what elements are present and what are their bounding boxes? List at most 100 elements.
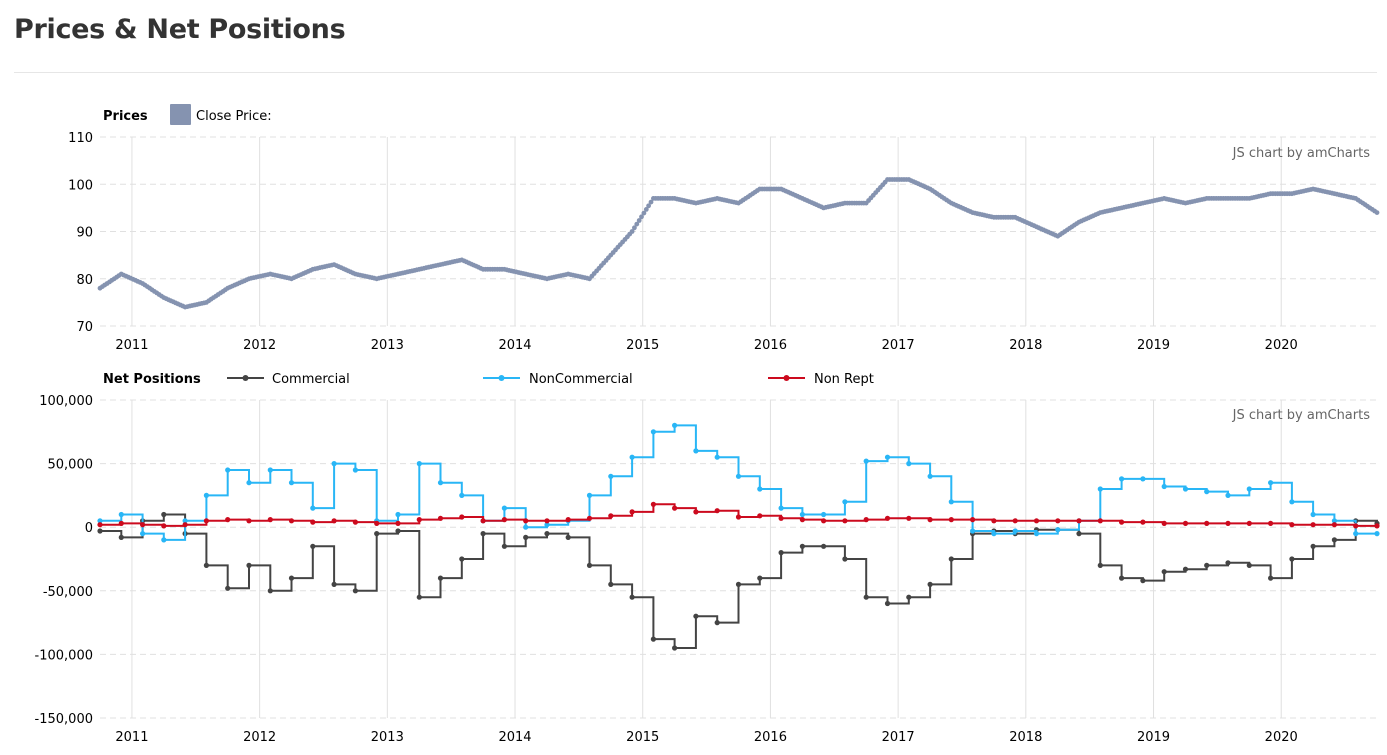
non-rept-point[interactable]	[778, 515, 784, 521]
commercial-point[interactable]	[1161, 569, 1167, 575]
prices-series[interactable]	[97, 177, 1380, 310]
commercial-point[interactable]	[1310, 543, 1316, 549]
commercial-point[interactable]	[1140, 578, 1146, 584]
non-rept-point[interactable]	[884, 515, 891, 521]
commercial-point[interactable]	[1268, 575, 1274, 581]
noncommercial-point[interactable]	[735, 473, 742, 479]
non-rept-point[interactable]	[821, 518, 827, 524]
noncommercial-point[interactable]	[225, 467, 231, 473]
noncommercial-point[interactable]	[884, 454, 891, 460]
noncommercial-point[interactable]	[459, 492, 465, 498]
non-rept-point[interactable]	[1012, 518, 1018, 524]
close-price-legend-swatch[interactable]	[170, 104, 191, 125]
noncommercial-point[interactable]	[948, 499, 954, 505]
non-rept-point[interactable]	[288, 518, 295, 524]
commercial-point[interactable]	[1097, 562, 1103, 569]
commercial-point[interactable]	[927, 581, 933, 588]
close-price-point[interactable]	[641, 210, 647, 216]
prices-chart-credit[interactable]: JS chart by amCharts	[1232, 146, 1371, 161]
close-price-point[interactable]	[643, 207, 649, 212]
commercial-point[interactable]	[1076, 531, 1082, 537]
non-rept-point[interactable]	[650, 501, 657, 507]
non-rept-point[interactable]	[1246, 520, 1252, 527]
commercial-point[interactable]	[1289, 556, 1295, 562]
commercial-point[interactable]	[118, 534, 124, 541]
noncommercial-point[interactable]	[1246, 486, 1252, 492]
noncommercial-point[interactable]	[1055, 527, 1061, 533]
non-rept-point[interactable]	[182, 522, 188, 528]
noncommercial-point[interactable]	[416, 461, 422, 467]
non-rept-point[interactable]	[310, 519, 316, 525]
commercial-line[interactable]	[100, 513, 1378, 649]
noncommercial-point[interactable]	[1331, 518, 1337, 524]
commercial-point[interactable]	[1182, 566, 1189, 572]
noncommercial-point[interactable]	[927, 473, 933, 479]
non-rept-point[interactable]	[948, 517, 954, 523]
non-rept-point[interactable]	[1310, 522, 1316, 528]
close-price-point[interactable]	[632, 225, 637, 231]
commercial-point[interactable]	[225, 585, 231, 591]
noncommercial-point[interactable]	[267, 467, 273, 473]
commercial-point[interactable]	[586, 562, 593, 569]
commercial-point[interactable]	[437, 575, 444, 581]
noncommercial-point[interactable]	[1097, 486, 1103, 492]
commercial-point[interactable]	[799, 543, 806, 549]
close-price-point[interactable]	[636, 218, 642, 223]
commercial-point[interactable]	[693, 613, 699, 619]
non-rept-point[interactable]	[1289, 522, 1295, 528]
commercial-point[interactable]	[565, 534, 571, 541]
noncommercial-point[interactable]	[693, 448, 699, 454]
non-rept-point[interactable]	[267, 517, 273, 523]
commercial-point[interactable]	[906, 594, 912, 600]
non-rept-point[interactable]	[608, 513, 614, 519]
non-rept-point[interactable]	[714, 508, 720, 514]
noncommercial-point[interactable]	[118, 511, 124, 518]
non-rept-point[interactable]	[1374, 523, 1380, 529]
noncommercial-point[interactable]	[310, 505, 316, 511]
commercial-legend-item[interactable]: Commercial	[227, 372, 350, 387]
noncommercial-point[interactable]	[1033, 531, 1040, 537]
noncommercial-point[interactable]	[991, 531, 997, 537]
noncommercial-legend-item[interactable]: NonCommercial	[483, 372, 633, 387]
non-rept-legend-item[interactable]: Non Rept	[768, 372, 874, 387]
noncommercial-point[interactable]	[1204, 489, 1210, 495]
non-rept-point[interactable]	[544, 518, 550, 524]
non-rept-point[interactable]	[140, 522, 146, 528]
commercial-point[interactable]	[1204, 562, 1210, 569]
close-price-point[interactable]	[646, 203, 651, 209]
commercial-point[interactable]	[331, 581, 337, 588]
close-price-legend-label[interactable]: Close Price:	[196, 109, 272, 124]
close-price-point[interactable]	[639, 214, 644, 220]
noncommercial-point[interactable]	[906, 461, 912, 467]
commercial-point[interactable]	[672, 645, 678, 651]
noncommercial-point[interactable]	[161, 537, 167, 543]
noncommercial-point[interactable]	[714, 454, 720, 460]
close-price-point[interactable]	[648, 199, 654, 205]
noncommercial-point[interactable]	[863, 458, 869, 464]
close-price-point[interactable]	[634, 221, 640, 227]
non-rept-point[interactable]	[1331, 522, 1337, 528]
commercial-point[interactable]	[352, 588, 358, 594]
noncommercial-point[interactable]	[1119, 476, 1125, 482]
non-rept-point[interactable]	[906, 515, 912, 521]
noncommercial-point[interactable]	[331, 461, 337, 467]
non-rept-point[interactable]	[374, 520, 380, 527]
noncommercial-point[interactable]	[395, 511, 401, 518]
noncommercial-point[interactable]	[672, 422, 678, 428]
commercial-point[interactable]	[544, 531, 550, 537]
non-rept-point[interactable]	[693, 509, 699, 515]
non-rept-point[interactable]	[735, 514, 742, 520]
noncommercial-point[interactable]	[608, 473, 614, 479]
noncommercial-point[interactable]	[140, 531, 146, 537]
non-rept-point[interactable]	[416, 517, 422, 523]
non-rept-point[interactable]	[927, 517, 933, 523]
non-rept-point[interactable]	[1225, 520, 1231, 527]
non-rept-point[interactable]	[991, 518, 997, 524]
commercial-point[interactable]	[842, 556, 848, 562]
non-rept-point[interactable]	[1033, 518, 1040, 524]
non-rept-point[interactable]	[1055, 518, 1061, 524]
noncommercial-point[interactable]	[97, 518, 103, 524]
non-rept-point[interactable]	[1097, 518, 1103, 524]
noncommercial-point[interactable]	[1225, 492, 1231, 498]
net-positions-series[interactable]	[97, 422, 1380, 651]
